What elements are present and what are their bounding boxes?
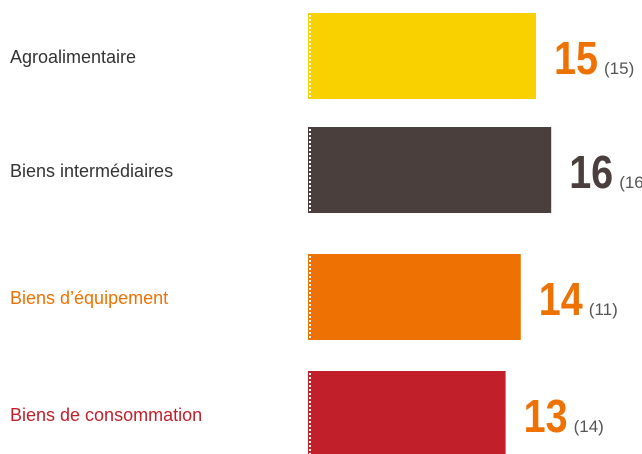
category-label: Biens de consommation (10, 405, 202, 425)
previous-value-label: (14) (574, 417, 604, 436)
value-label: 13 (524, 390, 568, 442)
category-label: Agroalimentaire (10, 47, 136, 67)
value-label: 14 (539, 273, 583, 325)
bar (308, 13, 536, 99)
value-label: 16 (569, 146, 613, 198)
bar (308, 254, 521, 340)
previous-value-label: (11) (589, 300, 618, 319)
bar (308, 127, 552, 213)
category-label: Biens d’équipement (10, 288, 168, 308)
bar (308, 371, 506, 454)
value-label: 15 (554, 32, 598, 84)
previous-value-label: (15) (604, 59, 634, 78)
previous-value-label: (16) (619, 173, 642, 192)
category-label: Biens intermédiaires (10, 161, 173, 181)
